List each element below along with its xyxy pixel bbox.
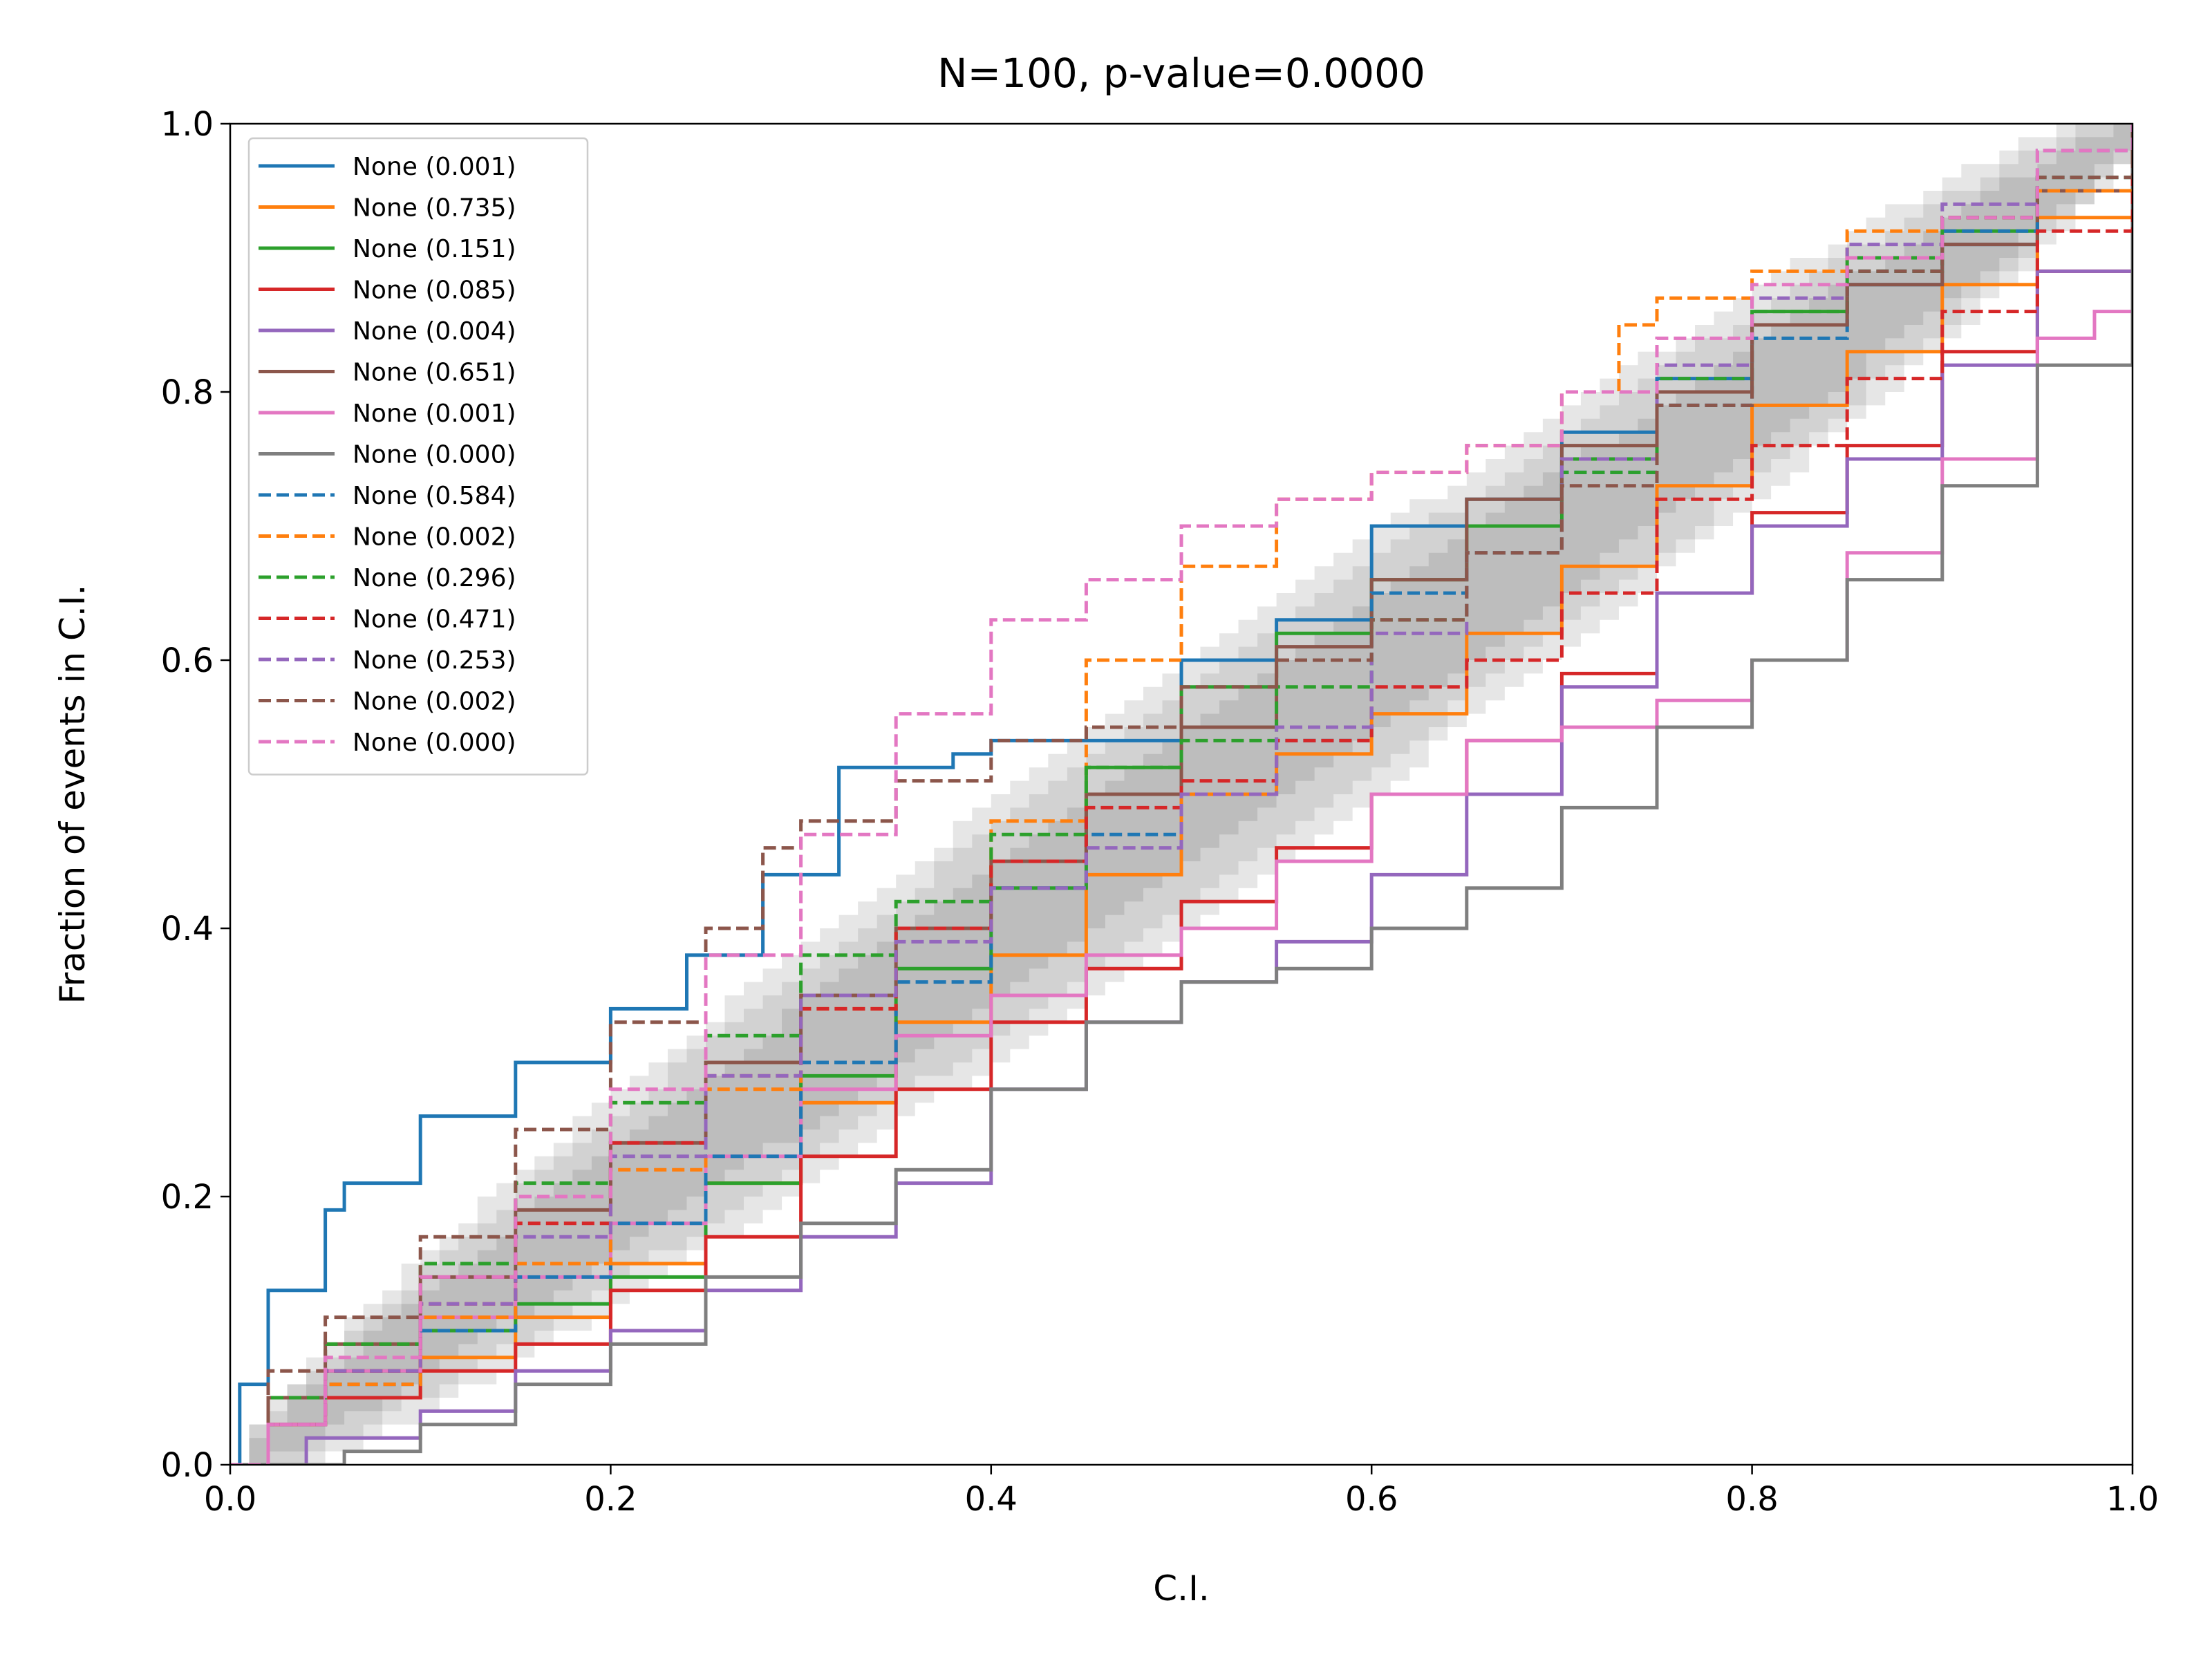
legend-label: None (0.002) xyxy=(353,523,516,552)
legend-label: None (0.004) xyxy=(353,317,516,346)
x-tick-label: 1.0 xyxy=(2106,1480,2159,1519)
x-tick-label: 0.8 xyxy=(1725,1480,1778,1519)
legend-label: None (0.735) xyxy=(353,194,516,223)
legend-label: None (0.296) xyxy=(353,564,516,592)
legend-label: None (0.584) xyxy=(353,482,516,510)
legend-label: None (0.151) xyxy=(353,235,516,263)
x-axis-label: C.I. xyxy=(1153,1568,1209,1609)
legend-label: None (0.000) xyxy=(353,441,516,469)
y-tick-label: 0.4 xyxy=(161,910,214,948)
legend-label: None (0.253) xyxy=(353,646,516,675)
y-tick-label: 0.0 xyxy=(161,1446,214,1485)
legend-label: None (0.471) xyxy=(353,606,516,634)
y-tick-label: 0.2 xyxy=(161,1178,214,1217)
series-line-7 xyxy=(230,164,2133,1465)
legend-label: None (0.651) xyxy=(353,359,516,387)
series-line-15 xyxy=(230,124,2133,1465)
y-axis-label: Fraction of events in C.I. xyxy=(53,585,93,1004)
plot-frame xyxy=(229,122,2134,1466)
series-lines xyxy=(230,124,2133,1465)
x-tick-label: 0.2 xyxy=(584,1480,637,1519)
legend-label: None (0.001) xyxy=(353,400,516,428)
x-tick-label: 0.4 xyxy=(965,1480,1018,1519)
chart-title: N=100, p-value=0.0000 xyxy=(937,50,1425,97)
y-tick-label: 0.8 xyxy=(161,373,214,412)
y-tick-label: 0.6 xyxy=(161,641,214,680)
y-tick-label: 1.0 xyxy=(161,105,214,144)
legend-label: None (0.000) xyxy=(353,729,516,757)
series-line-9 xyxy=(230,124,2133,1465)
x-tick-label: 0.0 xyxy=(204,1480,256,1519)
y-axis: 0.0 0.2 0.4 0.6 0.8 1.0 xyxy=(161,105,230,1485)
legend-label: None (0.002) xyxy=(353,688,516,716)
legend-label: None (0.001) xyxy=(353,153,516,181)
x-tick-label: 0.6 xyxy=(1345,1480,1398,1519)
series-line-8 xyxy=(230,164,2133,1465)
legend-label: None (0.085) xyxy=(353,276,516,305)
legend-box xyxy=(247,137,589,776)
legend: None (0.001) None (0.735) None (0.151) None… xyxy=(247,137,589,776)
x-axis: 0.0 0.2 0.4 0.6 0.8 1.0 xyxy=(204,1465,2159,1519)
series-line-13 xyxy=(230,124,2133,1465)
